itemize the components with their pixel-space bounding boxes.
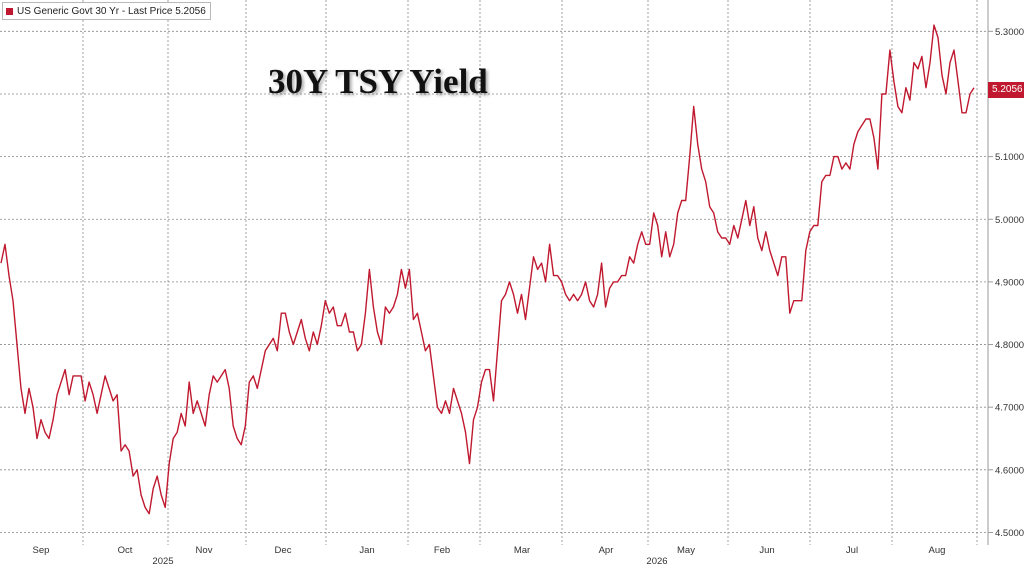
x-month-label: Aug [929, 545, 946, 556]
x-year-label: 2025 [152, 556, 173, 566]
x-year-label: 2026 [646, 556, 667, 566]
y-tick-label: 4.8000 [995, 340, 1024, 351]
series-line-us-generic-govt-30yr [0, 24, 975, 515]
y-tick-label: 4.9000 [995, 277, 1024, 288]
y-tick-label: 4.5000 [995, 528, 1024, 539]
x-month-label: Feb [434, 545, 450, 556]
x-axis-labels: Sep Oct Nov Dec Jan Feb Mar Apr May Jun Jul Aug 2025… [33, 545, 946, 566]
legend-swatch [6, 7, 13, 15]
y-tick-label: 5.0000 [995, 215, 1024, 226]
x-month-label: Apr [599, 545, 614, 556]
x-month-label: Oct [118, 545, 133, 556]
y-tick-label: 4.6000 [995, 465, 1024, 476]
y-tick-label: 4.7000 [995, 403, 1024, 414]
x-month-label: May [677, 545, 695, 556]
y-tick-label: 5.1000 [995, 152, 1024, 163]
x-month-label: Jul [846, 545, 858, 556]
gridlines [0, 0, 988, 545]
legend: US Generic Govt 30 Yr - Last Price 5.205… [2, 2, 211, 20]
legend-label: US Generic Govt 30 Yr - Last Price 5.205… [17, 5, 206, 17]
chart-title: 30Y TSY Yield [268, 62, 488, 101]
x-month-label: Jun [759, 545, 774, 556]
x-month-label: Dec [275, 545, 292, 556]
x-month-label: Jan [359, 545, 374, 556]
x-month-label: Mar [514, 545, 530, 556]
x-month-label: Nov [196, 545, 213, 556]
y-tick-label: 5.3000 [995, 27, 1024, 38]
last-price-tag: 5.2056 [988, 82, 1024, 99]
x-month-label: Sep [33, 545, 50, 556]
y-axis-ticks: 4.5000 4.6000 4.7000 4.8000 4.9000 5.0000 5.10… [988, 27, 1024, 539]
